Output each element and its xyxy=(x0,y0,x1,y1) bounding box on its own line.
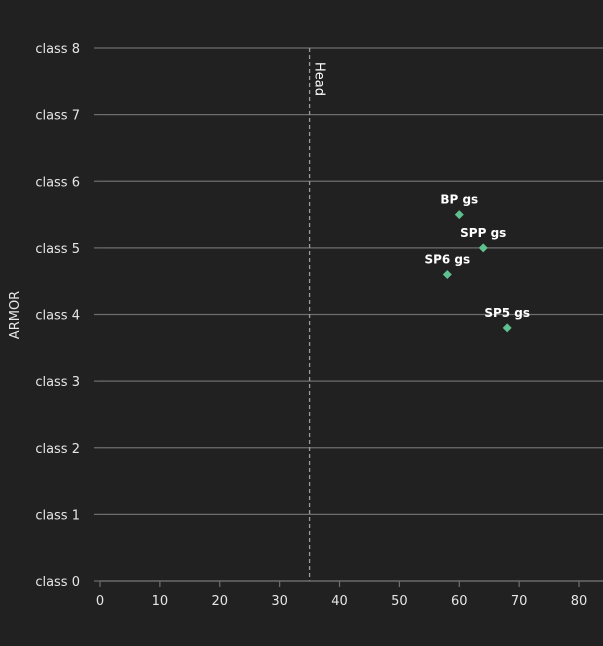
y-tick-label: class 8 xyxy=(35,42,80,57)
y-tick-label: class 0 xyxy=(35,575,80,590)
x-tick-label: 50 xyxy=(391,594,408,609)
x-tick-label: 30 xyxy=(271,594,288,609)
reference-line-group: Head xyxy=(308,48,327,581)
data-points: BP gs SPP gs SP6 gs SP5 gs xyxy=(424,193,530,333)
x-tick-label: 70 xyxy=(511,594,528,609)
x-tick-label: 40 xyxy=(331,594,348,609)
data-point-label: BP gs xyxy=(440,193,478,207)
y-tick-label: class 5 xyxy=(35,242,80,257)
x-tick-label: 0 xyxy=(96,594,104,609)
y-tick-label: class 2 xyxy=(35,442,80,457)
x-tick-label: 20 xyxy=(211,594,228,609)
y-tick-label: class 6 xyxy=(35,175,80,190)
data-point-label: SP5 gs xyxy=(484,306,530,320)
reference-line-label: Head xyxy=(312,62,327,96)
data-point-label: SP6 gs xyxy=(424,253,470,267)
data-point-marker[interactable] xyxy=(442,270,452,280)
y-tick-label: class 3 xyxy=(35,375,80,390)
y-tick-label: class 7 xyxy=(35,109,80,124)
grid-lines xyxy=(100,47,603,582)
x-tick-label: 60 xyxy=(451,594,468,609)
y-tick-label: class 1 xyxy=(35,508,80,523)
data-point-marker[interactable] xyxy=(454,210,464,220)
x-tick-label: 10 xyxy=(152,594,169,609)
data-point-marker[interactable] xyxy=(478,243,488,253)
x-tick-label: 80 xyxy=(571,594,588,609)
y-tick-label: class 4 xyxy=(35,309,80,324)
data-point-label: SPP gs xyxy=(460,226,506,240)
axes: class 0 class 1 class 2 class 3 class 4 class… xyxy=(35,42,603,609)
y-axis-title: ARMOR xyxy=(8,291,23,339)
data-point-marker[interactable] xyxy=(502,323,512,333)
